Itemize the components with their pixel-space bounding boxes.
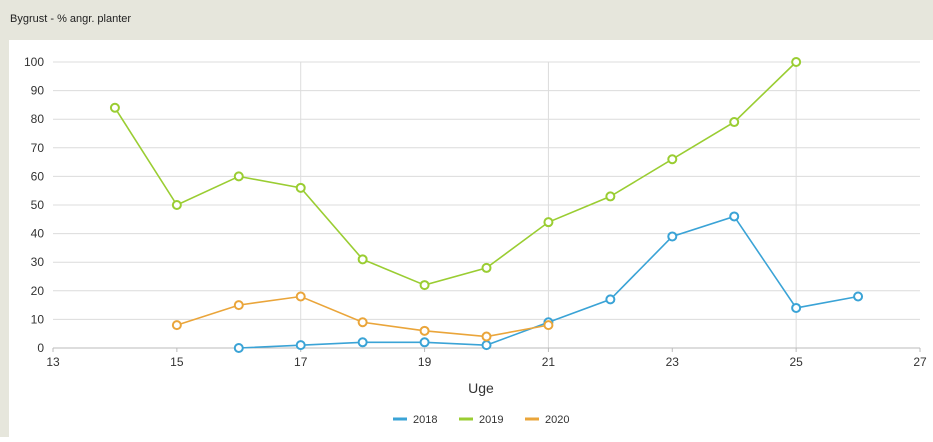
x-tick-label: 13 <box>46 355 60 369</box>
data-point-2019 <box>109 102 120 113</box>
data-point-2019 <box>481 262 492 273</box>
y-tick-label: 80 <box>31 112 45 126</box>
y-tick-label: 90 <box>31 84 45 98</box>
y-tick-label: 20 <box>31 284 45 298</box>
x-tick-label: 17 <box>294 355 308 369</box>
data-point-2019 <box>295 182 306 193</box>
x-tick-label: 23 <box>666 355 680 369</box>
data-point-2018 <box>667 231 678 242</box>
x-tick-label: 19 <box>418 355 432 369</box>
series-line-2020 <box>176 295 549 338</box>
data-point-2018 <box>357 337 368 348</box>
legend-item-2019[interactable]: 2019 <box>459 414 503 426</box>
chart-panel: 0 10 20 30 40 50 60 70 80 90 100 13 15 17 19 21 23 25 27 2… <box>9 40 933 437</box>
series-2020 <box>171 291 554 342</box>
title-bar: Bygrust - % angr. planter <box>0 0 933 38</box>
y-tick-label: 60 <box>31 169 45 183</box>
data-point-2018 <box>419 337 430 348</box>
legend-label-2018: 2018 <box>413 414 437 426</box>
data-point-2019 <box>171 200 182 210</box>
series-layer <box>109 57 864 353</box>
grid-layer <box>53 61 920 349</box>
data-point-2018 <box>605 294 616 305</box>
data-point-2020 <box>357 317 368 328</box>
x-tick-label: 15 <box>170 355 184 369</box>
data-point-2018 <box>481 340 492 351</box>
y-tick-label: 40 <box>31 227 45 241</box>
data-point-2018 <box>853 291 864 302</box>
x-tick-label: 27 <box>913 355 927 369</box>
series-line-2019 <box>114 61 797 286</box>
data-point-2019 <box>667 154 678 165</box>
chart-window-title: Bygrust - % angr. planter <box>10 13 132 25</box>
data-point-2019 <box>233 171 244 182</box>
y-tick-label: 30 <box>31 255 45 269</box>
line-chart: 0 10 20 30 40 50 60 70 80 90 100 13 15 17 19 21 23 25 27 2… <box>24 55 927 426</box>
y-tick-label: 10 <box>31 312 45 326</box>
data-point-2019 <box>543 217 554 228</box>
data-point-2019 <box>605 191 616 202</box>
legend[interactable]: 2018 2019 2020 <box>393 414 569 426</box>
legend-item-2020[interactable]: 2020 <box>525 414 569 426</box>
y-tick-label: 100 <box>24 55 44 69</box>
data-point-2019 <box>419 280 430 291</box>
data-point-2018 <box>791 302 802 313</box>
data-point-2019 <box>729 117 740 128</box>
data-point-2018 <box>729 211 740 222</box>
legend-item-2018[interactable]: 2018 <box>393 414 437 426</box>
data-point-2020 <box>171 320 182 331</box>
y-tick-label: 0 <box>37 341 44 355</box>
legend-label-2020: 2020 <box>545 414 569 426</box>
data-point-2020 <box>295 291 306 302</box>
data-point-2019 <box>791 57 802 67</box>
data-point-2020 <box>419 325 430 336</box>
data-point-2020 <box>233 300 244 311</box>
legend-label-2019: 2019 <box>479 414 503 426</box>
series-2019 <box>109 57 802 291</box>
data-point-2019 <box>357 254 368 265</box>
x-tick-label: 25 <box>789 355 803 369</box>
y-tick-label: 50 <box>31 198 45 212</box>
x-axis-label: Uge <box>468 380 494 396</box>
x-tick-label: 21 <box>542 355 556 369</box>
data-point-2020 <box>481 331 492 342</box>
data-point-2018 <box>295 340 306 351</box>
data-point-2020 <box>543 320 554 331</box>
y-tick-label: 70 <box>31 141 45 155</box>
axis-layer: 0 10 20 30 40 50 60 70 80 90 100 13 15 17 19 21 23 25 27 <box>24 55 927 369</box>
data-point-2018 <box>233 343 244 353</box>
